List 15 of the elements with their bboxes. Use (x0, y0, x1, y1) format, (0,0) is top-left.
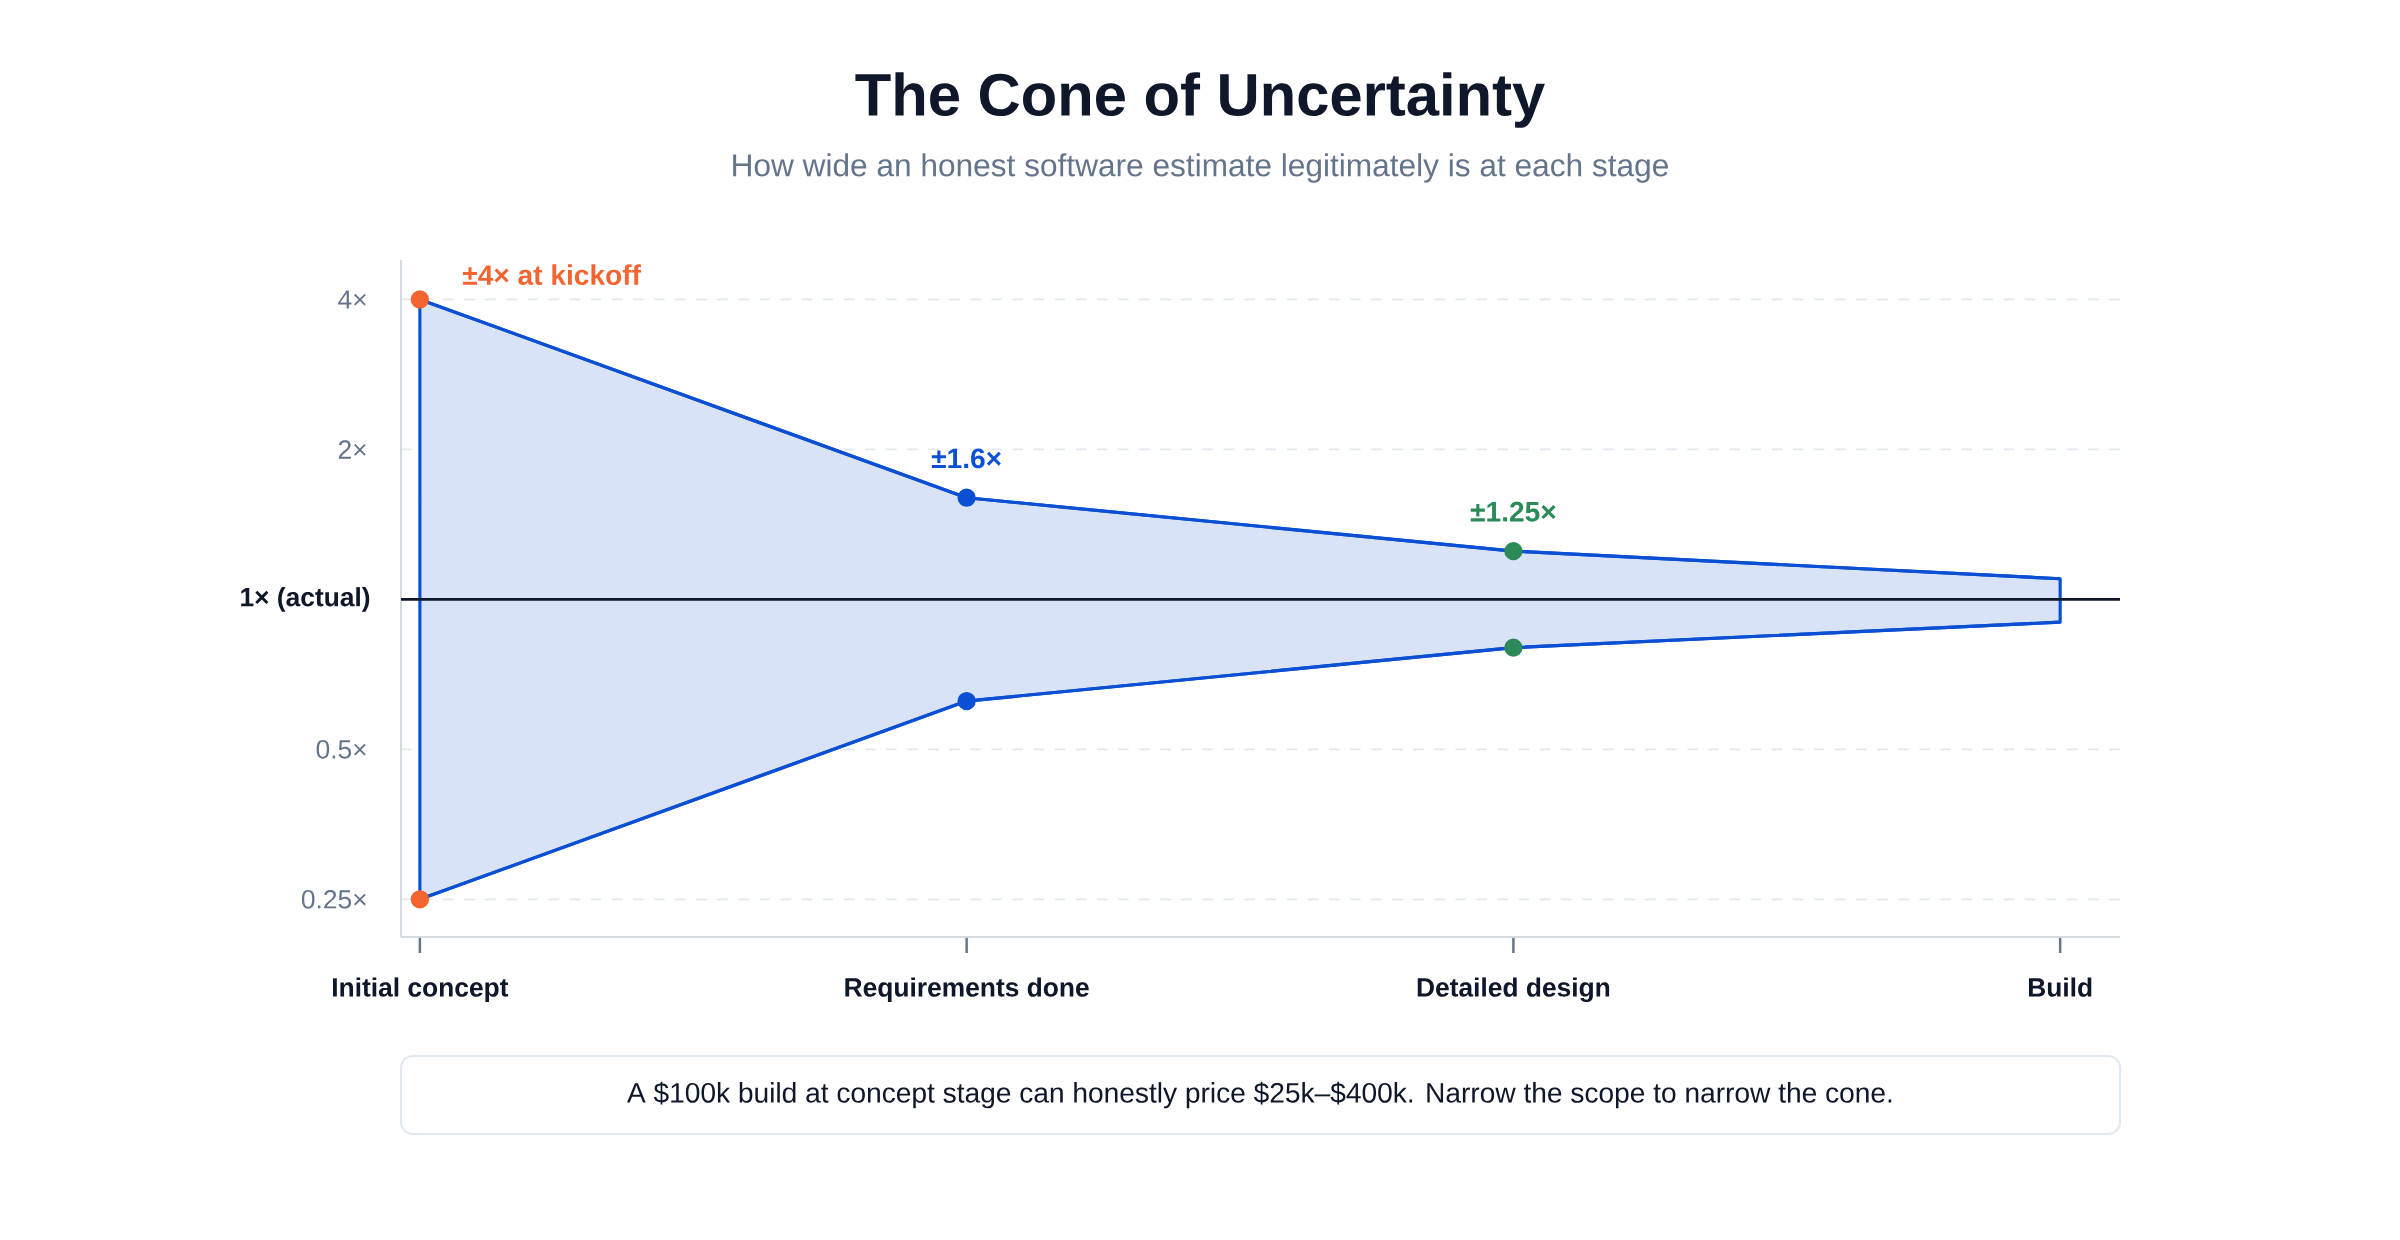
y-tick-label: 4× (338, 290, 366, 309)
y-tick-label: 0.5× (316, 740, 366, 759)
chart-subtitle: How wide an honest software estimate legitimately is at each stage (733, 153, 1668, 183)
x-tick-label: Build (2028, 977, 2092, 997)
y-tick-label: 2× (338, 440, 366, 459)
chart-title: The Cone of Uncertainty (855, 72, 1545, 128)
text: A $100k build at concept stage can honestly price $25k–$400k. Narrow the scope to narrow the cone. (627, 1081, 1892, 1109)
x-tick-label: Requirements done (845, 977, 1089, 1002)
annotation: ±4× at kickoff (462, 264, 642, 286)
y-tick-label: 0.25× (301, 889, 366, 909)
ref-line-label: 1× (actual) (241, 587, 370, 612)
x-tick-label: Initial concept (333, 977, 509, 1002)
x-tick-label: Detailed design (1417, 977, 1610, 1003)
annotation: ±1.6× (931, 448, 1001, 469)
annotation: ±1.25× (1470, 501, 1556, 522)
